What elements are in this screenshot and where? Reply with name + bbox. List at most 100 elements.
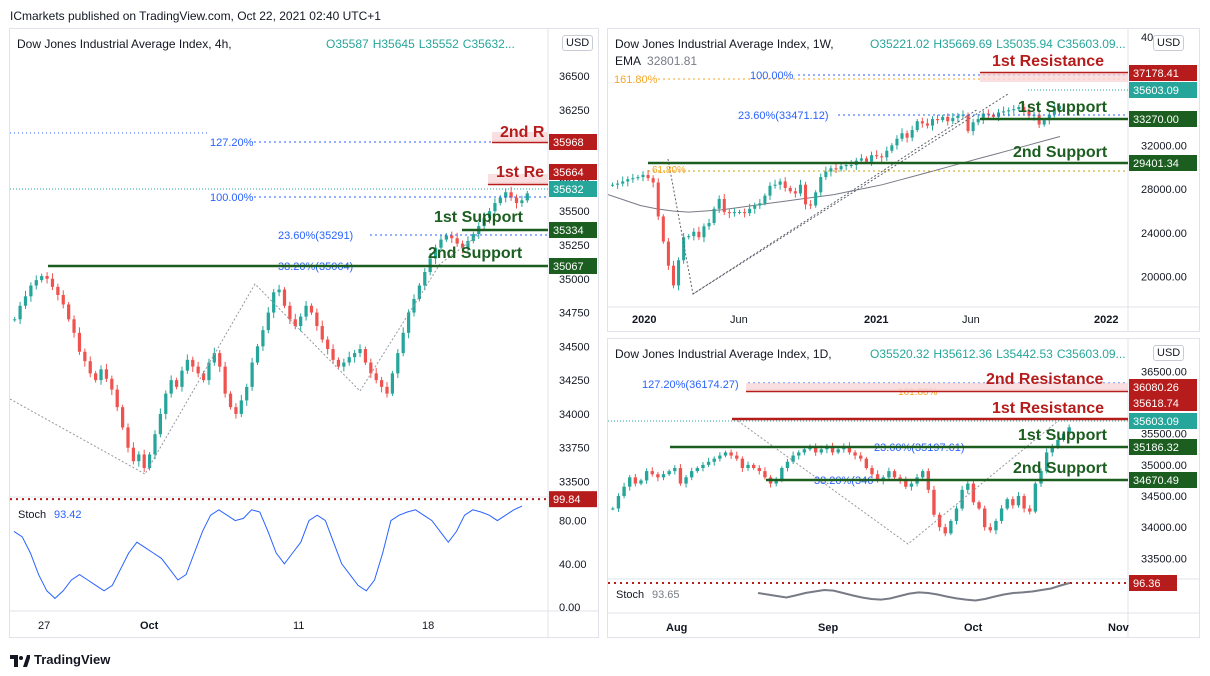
tradingview-footer[interactable]: TradingView xyxy=(10,652,110,667)
w1-candle xyxy=(783,181,787,188)
y-tick-label: 33500.00 xyxy=(1141,553,1187,565)
x-tick-label: Oct xyxy=(140,620,159,632)
currency-button[interactable]: USD xyxy=(1153,345,1185,361)
w1-candle xyxy=(697,231,701,238)
w1-candle xyxy=(763,195,767,204)
y-tick-label: 36250 xyxy=(559,105,590,117)
h4-candle xyxy=(379,380,384,387)
y-tick-label: 34000 xyxy=(559,409,590,421)
w1-candle xyxy=(788,187,792,192)
d1-candle xyxy=(785,461,790,468)
chart-panel-1w[interactable]: 40 32000.00 28000.00 24000.00 20000.00 2020 Ju… xyxy=(607,28,1200,332)
w1-candle xyxy=(839,166,843,170)
w1-candle xyxy=(946,116,950,122)
w1-candle xyxy=(758,203,762,206)
level-price-tag: 35968 xyxy=(553,137,584,149)
chart-4h-ohlc: O35587 H35645 L35552 C35632... xyxy=(326,37,519,51)
w1-candle xyxy=(849,165,853,167)
ohlc-close: C35632... xyxy=(462,37,515,51)
d1-candle xyxy=(954,508,959,521)
stoch-legend-label: Stoch xyxy=(18,509,46,521)
h4-candle xyxy=(487,211,492,218)
d1-candle xyxy=(673,468,677,472)
h4-candle xyxy=(450,235,454,239)
y-tick-label: 35000.00 xyxy=(1141,460,1187,472)
currency-button[interactable]: USD xyxy=(562,35,594,51)
d1-candle xyxy=(994,520,998,531)
h4-candle xyxy=(72,319,76,333)
zigzag-trendline xyxy=(10,233,481,475)
h4-candle xyxy=(417,285,422,300)
h4-candle xyxy=(423,272,427,286)
w1-candle xyxy=(951,117,955,122)
stoch-tick-label: 0.00 xyxy=(559,602,580,614)
h4-candle xyxy=(56,286,60,295)
d1-candle xyxy=(656,474,660,478)
d1-candle xyxy=(667,471,671,475)
chart-1w-canvas[interactable]: 40 32000.00 28000.00 24000.00 20000.00 2020 Ju… xyxy=(608,29,1199,331)
chart-panel-1d[interactable]: 36500.0036000.0035500.0035000.0034500.00… xyxy=(607,338,1200,638)
h4-candle xyxy=(342,362,346,367)
level-price-tag-bg xyxy=(549,258,597,274)
h4-candle xyxy=(498,197,502,204)
d1-candle xyxy=(780,468,784,481)
level-label: 2nd Resistance xyxy=(986,371,1103,388)
fib-label: 100.00% xyxy=(750,70,794,82)
h4-candle xyxy=(196,366,200,374)
w1-candle xyxy=(966,114,970,132)
y-tick-label: 35000 xyxy=(559,274,590,286)
d1-candle xyxy=(751,464,756,468)
h4-candle xyxy=(164,393,168,414)
d1-candle xyxy=(932,489,936,515)
w1-candle xyxy=(621,181,625,184)
stoch-legend-label: Stoch xyxy=(616,589,644,601)
w1-candle xyxy=(864,158,868,162)
ohlc-open: O35587 xyxy=(326,37,369,51)
level-price-tag: 36080.26 xyxy=(1133,382,1179,394)
w1-candle xyxy=(1027,110,1031,116)
d1-candle xyxy=(949,520,953,534)
h4-candle xyxy=(444,235,448,240)
level-label: 1st Re xyxy=(496,164,544,181)
level-price-tag-bg xyxy=(549,134,597,150)
d1-candle xyxy=(1033,483,1038,512)
w1-candle xyxy=(859,158,863,161)
d1-candle xyxy=(791,455,795,462)
chart-panel-4h[interactable]: 3650036250360003575035500352503500034750… xyxy=(9,28,599,638)
w1-candle xyxy=(930,119,935,126)
w1-candle xyxy=(829,168,833,172)
d1-candle xyxy=(678,468,683,484)
ema-legend: EMA 32801.81 xyxy=(615,54,697,68)
currency-button[interactable]: USD xyxy=(1153,35,1185,51)
d1-candle xyxy=(774,480,778,484)
w1-candle xyxy=(915,121,919,130)
d1-candle xyxy=(746,464,750,468)
x-tick-label: 2022 xyxy=(1094,314,1118,326)
publish-header: ICmarkets published on TradingView.com, … xyxy=(10,9,381,23)
zigzag-trendline xyxy=(737,420,1059,545)
d1-candle xyxy=(813,446,818,453)
d1-candle xyxy=(1011,499,1015,506)
y-tick-label: 33750 xyxy=(559,443,590,455)
d1-candle xyxy=(690,471,694,478)
d1-candle xyxy=(859,455,863,459)
y-tick-label: 35500 xyxy=(559,206,590,218)
h4-candle xyxy=(504,192,508,198)
h4-candle xyxy=(77,332,82,352)
y-tick-label: 33500 xyxy=(559,476,590,488)
w1-candle xyxy=(895,138,899,146)
h4-candle xyxy=(293,319,297,327)
h4-candle xyxy=(18,305,22,320)
w1-candle xyxy=(1047,114,1051,121)
chart-1d-canvas[interactable]: 36500.0036000.0035500.0035000.0034500.00… xyxy=(608,339,1199,637)
d1-candle xyxy=(729,452,733,456)
y-tick-label: 34000.00 xyxy=(1141,522,1187,534)
level-price-tag: 35664 xyxy=(553,167,584,179)
ohlc-open: O35221.02 xyxy=(870,37,930,51)
chart-4h-canvas[interactable]: 3650036250360003575035500352503500034750… xyxy=(10,29,598,637)
d1-candle xyxy=(1044,452,1049,472)
h4-candle xyxy=(255,346,260,363)
w1-candle xyxy=(971,122,975,132)
y-tick-label: 34750 xyxy=(559,308,590,320)
h4-candle xyxy=(83,351,87,362)
